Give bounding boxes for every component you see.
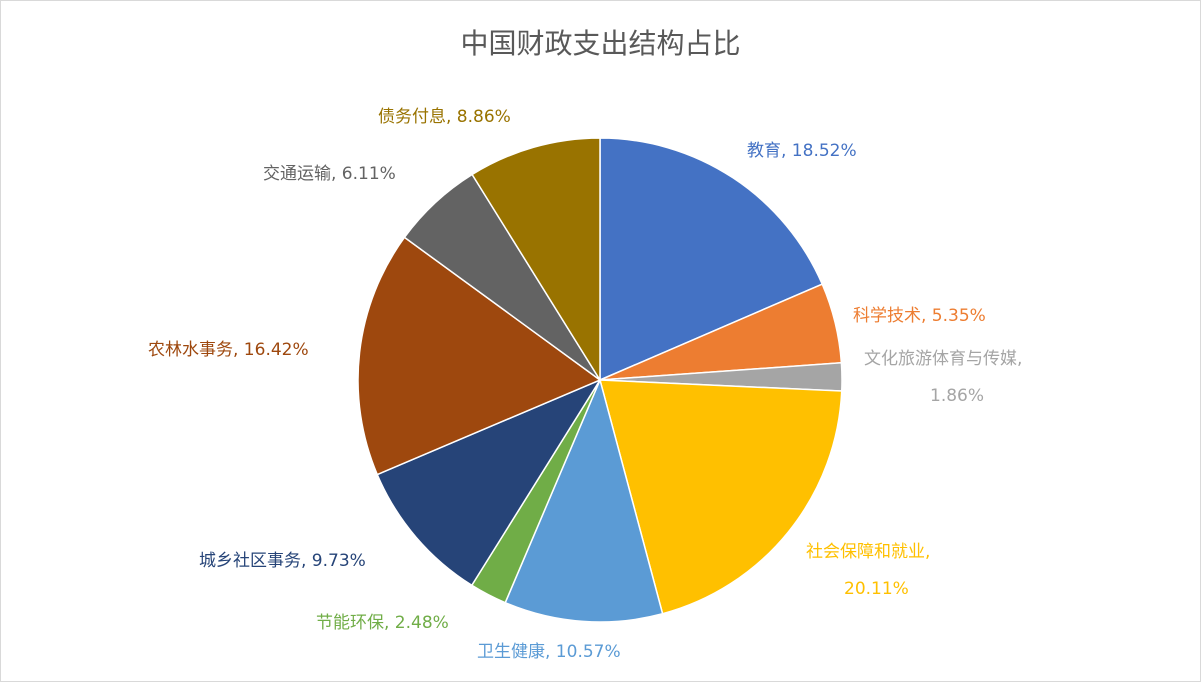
pie-slice-9: [471, 137, 601, 383]
chart-title: 中国财政支出结构占比: [460, 27, 741, 60]
data-label-social-security: 社会保障和就业,: [806, 542, 931, 562]
data-label-culture-tourism-value: 1.86%: [930, 386, 985, 406]
data-label-health: 卫生健康, 10.57%: [477, 642, 621, 662]
data-label-urban-rural-community: 城乡社区事务, 9.73%: [199, 551, 366, 571]
data-label-energy-environment: 节能环保, 2.48%: [316, 613, 449, 633]
data-label-transportation: 交通运输, 6.11%: [263, 164, 396, 184]
data-label-science-technology: 科学技术, 5.35%: [853, 306, 986, 326]
pie-slice-3: [599, 379, 843, 615]
data-label-agriculture: 农林水事务, 16.42%: [148, 340, 309, 360]
pie-slice-4: [504, 377, 664, 623]
data-label-culture-tourism: 文化旅游体育与传媒,: [864, 349, 1023, 369]
pie-slice-6: [376, 378, 602, 587]
pie-slice-7: [357, 236, 602, 476]
data-label-debt-interest: 债务付息, 8.86%: [378, 107, 511, 127]
data-label-social-security-value: 20.11%: [844, 579, 909, 599]
data-label-education: 教育, 18.52%: [747, 141, 857, 161]
pie-slice-0: [599, 137, 824, 382]
